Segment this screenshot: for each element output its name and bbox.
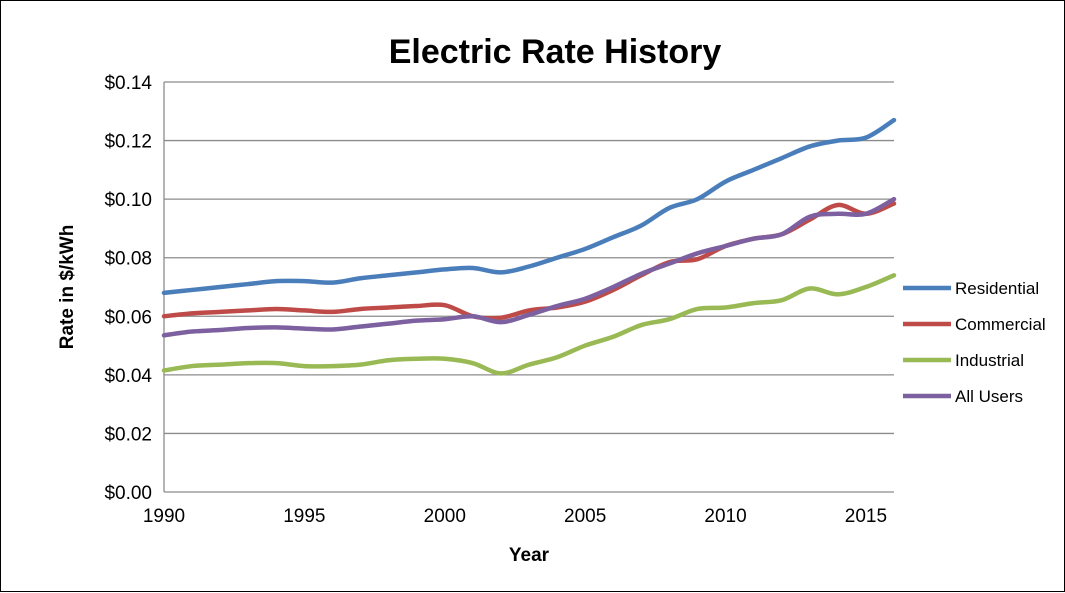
x-tick-label: 2000 bbox=[424, 506, 466, 527]
x-axis-title: Year bbox=[509, 545, 550, 566]
legend-label-commercial: Commercial bbox=[955, 315, 1046, 334]
x-tick-label: 2015 bbox=[845, 506, 887, 527]
x-tick-label: 1995 bbox=[283, 506, 325, 527]
y-tick-label: $0.00 bbox=[104, 483, 152, 504]
legend-label-residential: Residential bbox=[955, 279, 1039, 298]
y-axis-title: Rate in $/kWh bbox=[57, 225, 78, 350]
gridlines bbox=[164, 81, 894, 435]
y-tick-label: $0.08 bbox=[104, 249, 152, 270]
y-tick-label: $0.04 bbox=[104, 366, 152, 387]
x-tick-label: 1990 bbox=[143, 506, 185, 527]
y-tick-label: $0.06 bbox=[104, 307, 152, 328]
y-tick-label: $0.12 bbox=[104, 132, 152, 153]
chart-title: Electric Rate History bbox=[389, 33, 722, 71]
x-tick-label: 2005 bbox=[564, 506, 606, 527]
legend-label-all-users: All Users bbox=[955, 387, 1023, 406]
y-tick-label: $0.10 bbox=[104, 190, 152, 211]
y-tick-label: $0.14 bbox=[104, 73, 152, 94]
axes: $0.00 $0.02 $0.04 $0.06 $0.08 $0.10 $0.12 $0.14… bbox=[104, 73, 894, 527]
y-tick-label: $0.02 bbox=[104, 424, 152, 445]
legend-label-industrial: Industrial bbox=[955, 351, 1024, 370]
series-line-all-users bbox=[161, 196, 897, 338]
series-lines bbox=[161, 117, 897, 376]
x-tick-label: 2010 bbox=[704, 506, 746, 527]
series-line-industrial bbox=[161, 273, 897, 376]
legend: Residential Commercial Industrial All Users bbox=[903, 279, 1046, 406]
series-line-residential bbox=[161, 117, 897, 296]
